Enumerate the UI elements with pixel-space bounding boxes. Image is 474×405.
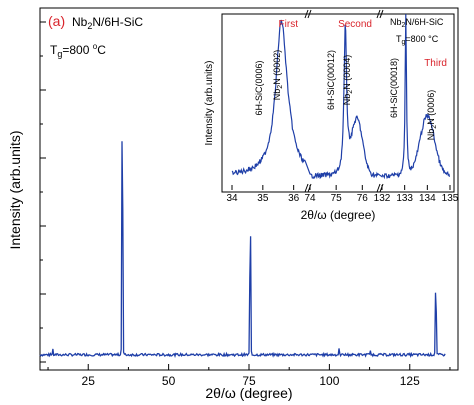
inset-axis-break [376, 183, 381, 193]
growth-temp-label: Tg=800 oC [50, 42, 106, 59]
inset-x-tick-label: 74 [304, 193, 316, 204]
inset-x-tick-label: 76 [357, 193, 369, 204]
panel-label: (a) [48, 13, 65, 29]
peak-label-sic-00018: 6H-SiC(00018) [389, 58, 399, 118]
inset-segment-second: Second [338, 19, 372, 30]
inset-segment-first: First [279, 19, 299, 30]
inset-axis-break [379, 9, 384, 19]
main-series-line [39, 141, 446, 359]
inset-x-tick-label: 133 [396, 193, 413, 204]
inset-series-line [231, 14, 450, 180]
inset-axis-break [304, 183, 309, 193]
main-x-tick-label: 75 [242, 374, 256, 388]
inset-x-axis-label: 2θ/ω (degree) [301, 208, 376, 222]
main-x-tick-label: 50 [162, 374, 176, 388]
inset-x-axis: 34 35 36 74 75 76 132 133 134 135 [226, 185, 459, 204]
inset-axis-breaks [304, 9, 384, 193]
inset-segment-third: Third [424, 58, 447, 69]
main-x-tick-label: 125 [400, 374, 420, 388]
inset-axis-break [304, 9, 309, 19]
main-y-axis-label: Intensity (arb.units) [7, 130, 23, 249]
inset-x-tick-label: 35 [257, 193, 269, 204]
main-x-tick-label: 100 [319, 374, 339, 388]
inset-axis-break [376, 9, 381, 19]
inset-x-tick-label: 132 [374, 193, 391, 204]
peak-label-sic-00012: 6H-SiC(00012) [326, 50, 336, 110]
inset-legend-temp: Tg=800 °C [396, 34, 439, 46]
inset-x-tick-label: 135 [442, 193, 459, 204]
inset-axis-break [307, 9, 312, 19]
inset-x-tick-label: 134 [419, 193, 436, 204]
inset-y-axis-label: Intensity (arb.units) [204, 60, 215, 145]
main-x-axis: 25 50 75 100 125 [47, 364, 451, 388]
inset-x-tick-label: 36 [288, 193, 300, 204]
inset-axis-break [379, 183, 384, 193]
inset-axis-break [307, 183, 312, 193]
inset-x-tick-label: 34 [226, 193, 238, 204]
sample-label: Nb2N/6H-SiC [72, 15, 143, 31]
inset-x-tick-label: 75 [331, 193, 343, 204]
main-x-tick-label: 25 [82, 374, 96, 388]
main-y-axis [40, 21, 46, 363]
main-x-axis-label: 2θ/ω (degree) [205, 385, 292, 401]
peak-label-sic-0006: 6H-SiC(0006) [254, 60, 264, 115]
